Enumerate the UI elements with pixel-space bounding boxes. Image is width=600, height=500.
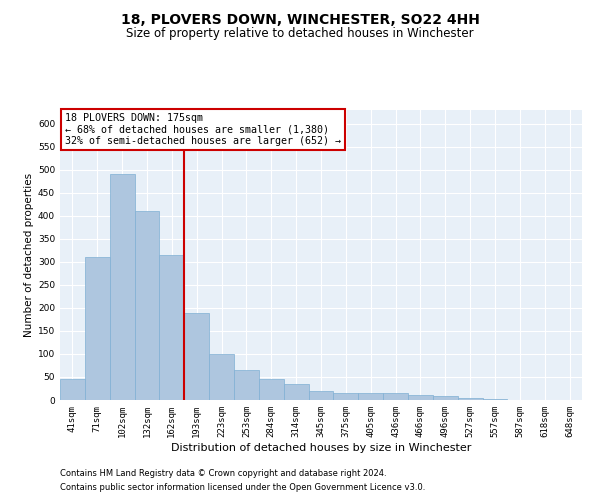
Bar [160, 255, 184, 400]
Bar [284, 384, 308, 400]
Bar [458, 398, 482, 400]
Y-axis label: Number of detached properties: Number of detached properties [24, 173, 34, 337]
Bar [334, 393, 358, 400]
Bar [308, 391, 334, 400]
Bar [383, 393, 408, 400]
Bar [85, 258, 110, 400]
Bar [209, 354, 234, 400]
Bar [259, 380, 284, 400]
Bar [234, 370, 259, 400]
Bar [408, 396, 433, 400]
Bar [433, 396, 458, 400]
Text: Size of property relative to detached houses in Winchester: Size of property relative to detached ho… [126, 28, 474, 40]
Text: Contains HM Land Registry data © Crown copyright and database right 2024.: Contains HM Land Registry data © Crown c… [60, 468, 386, 477]
Text: 18, PLOVERS DOWN, WINCHESTER, SO22 4HH: 18, PLOVERS DOWN, WINCHESTER, SO22 4HH [121, 12, 479, 26]
Bar [358, 393, 383, 400]
Bar [134, 212, 160, 400]
Bar [60, 380, 85, 400]
Text: Contains public sector information licensed under the Open Government Licence v3: Contains public sector information licen… [60, 484, 425, 492]
Text: 18 PLOVERS DOWN: 175sqm
← 68% of detached houses are smaller (1,380)
32% of semi: 18 PLOVERS DOWN: 175sqm ← 68% of detache… [65, 113, 341, 146]
Bar [482, 399, 508, 400]
Bar [184, 312, 209, 400]
X-axis label: Distribution of detached houses by size in Winchester: Distribution of detached houses by size … [171, 442, 471, 452]
Bar [110, 174, 134, 400]
